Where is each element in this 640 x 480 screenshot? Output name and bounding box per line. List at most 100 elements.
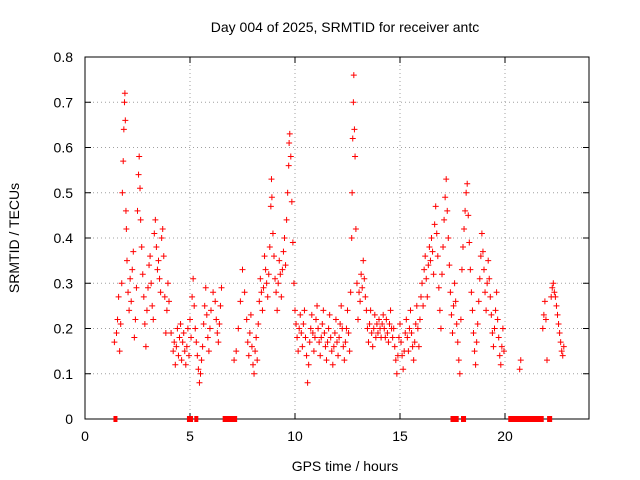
- data-point: [202, 284, 209, 291]
- zero-point-marker: [517, 416, 522, 422]
- data-point: [154, 266, 161, 273]
- data-point: [252, 348, 259, 355]
- data-point: [313, 316, 319, 323]
- data-point: [142, 343, 149, 350]
- data-point: [118, 280, 125, 287]
- data-point: [376, 316, 382, 323]
- data-point: [486, 275, 493, 282]
- data-point: [541, 298, 548, 305]
- data-point: [125, 289, 132, 296]
- data-point: [117, 320, 124, 327]
- data-point: [185, 352, 192, 359]
- data-point: [300, 320, 307, 327]
- data-point: [187, 316, 193, 323]
- data-point: [268, 176, 275, 183]
- data-point: [449, 330, 456, 337]
- data-point: [499, 325, 506, 332]
- data-point: [414, 325, 421, 332]
- data-point: [199, 343, 206, 350]
- data-point: [284, 189, 291, 196]
- data-point: [256, 298, 263, 305]
- data-point: [475, 298, 482, 305]
- data-point: [428, 235, 435, 241]
- data-point: [246, 330, 253, 337]
- data-point: [166, 298, 172, 305]
- data-point: [549, 284, 556, 291]
- data-point: [161, 293, 168, 300]
- data-point: [197, 370, 204, 377]
- data-point: [292, 307, 298, 314]
- x-tick-label: 5: [186, 428, 194, 444]
- data-point: [350, 99, 357, 106]
- data-point: [560, 343, 567, 350]
- data-point: [294, 334, 301, 341]
- data-point: [343, 325, 350, 332]
- data-point: [287, 153, 294, 160]
- data-point: [474, 320, 481, 327]
- data-point: [358, 271, 365, 278]
- data-point: [189, 293, 196, 300]
- data-point: [399, 352, 406, 359]
- data-point: [215, 339, 222, 346]
- data-point: [413, 302, 420, 309]
- data-point: [350, 72, 357, 79]
- data-point: [121, 90, 128, 97]
- data-point: [319, 320, 326, 327]
- data-point: [424, 293, 431, 300]
- data-point: [419, 280, 426, 287]
- data-point: [315, 325, 322, 332]
- data-point: [158, 235, 165, 241]
- data-point: [465, 212, 472, 219]
- data-point: [490, 343, 497, 350]
- data-point: [311, 334, 318, 341]
- data-point: [406, 325, 413, 332]
- data-point: [365, 339, 372, 346]
- data-point: [146, 262, 153, 269]
- data-point: [243, 316, 250, 323]
- data-point: [133, 284, 140, 291]
- data-point: [385, 339, 392, 346]
- data-point: [289, 239, 296, 246]
- data-point: [293, 320, 300, 327]
- data-point: [494, 316, 501, 323]
- data-point: [277, 271, 284, 278]
- data-point: [416, 316, 423, 323]
- data-point: [498, 343, 505, 350]
- data-point: [433, 230, 440, 237]
- data-point: [212, 298, 219, 305]
- data-point: [455, 357, 462, 364]
- data-point: [415, 343, 422, 350]
- data-point: [436, 307, 443, 314]
- data-point: [483, 307, 490, 314]
- data-point: [132, 316, 139, 323]
- x-axis-ticks: 0 5 10 15 20: [81, 57, 513, 444]
- data-point: [461, 225, 468, 232]
- data-point: [137, 185, 144, 192]
- data-point: [259, 307, 266, 314]
- data-point: [231, 357, 238, 364]
- data-point: [325, 325, 332, 332]
- data-point: [113, 330, 120, 337]
- data-point: [140, 293, 147, 300]
- data-point: [205, 348, 212, 355]
- data-point: [188, 334, 195, 341]
- data-point: [195, 366, 202, 373]
- zero-point-marker: [521, 416, 526, 422]
- data-point: [304, 379, 311, 386]
- data-point: [143, 307, 150, 314]
- y-tick-label: 0.3: [54, 275, 74, 291]
- data-point: [500, 348, 507, 355]
- data-point: [355, 316, 361, 323]
- data-point: [204, 334, 211, 341]
- data-point: [466, 239, 473, 246]
- data-point: [237, 298, 244, 305]
- data-point: [321, 330, 328, 337]
- data-point: [173, 343, 180, 350]
- data-point: [268, 194, 275, 201]
- data-point: [162, 330, 169, 337]
- data-point: [280, 248, 287, 255]
- data-point: [544, 357, 550, 364]
- data-point: [444, 207, 451, 214]
- data-point: [550, 280, 557, 287]
- data-point: [382, 334, 389, 341]
